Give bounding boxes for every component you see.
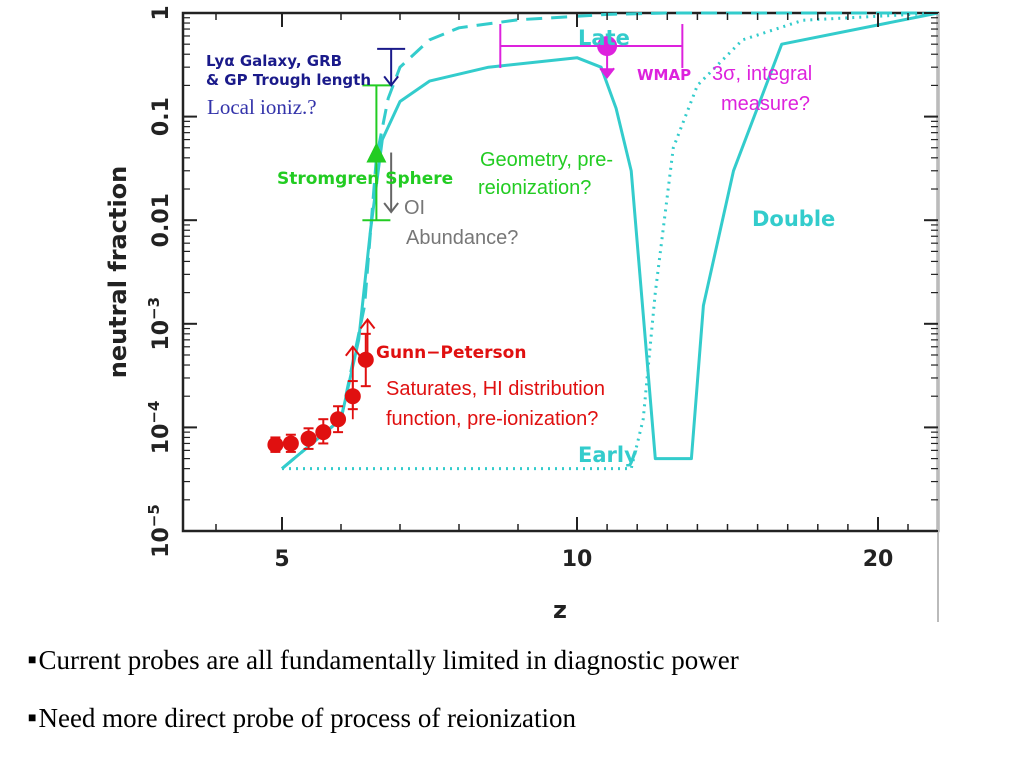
y-tick-label: 10−4 [145, 401, 174, 455]
note-geometry-line1: Geometry, pre- [480, 149, 613, 171]
oi-limit-arrow [383, 202, 399, 214]
gp-point [300, 430, 317, 447]
y-tick-label: 0.1 [149, 97, 174, 136]
lya-limit-arrow [383, 75, 399, 88]
note-local-ioniz: Local ioniz.? [207, 95, 317, 119]
wmap-point [597, 36, 618, 57]
series-line-late [281, 11, 938, 470]
y-tick-base: 10 [149, 424, 174, 455]
x-tick-label: 20 [863, 547, 894, 572]
probes-layer [267, 24, 684, 453]
y-tick-exponent: −3 [145, 297, 163, 320]
label-lya-line1: Lyα Galaxy, GRB [206, 52, 342, 70]
label-gunn-peterson: Gunn−Peterson [376, 343, 526, 363]
bullet-text: Need more direct probe of process of rei… [38, 703, 577, 733]
gp-point [282, 435, 299, 452]
bullet-item: ■Need more direct probe of process of re… [28, 698, 1018, 756]
note-sigma-line1: 3σ, integral [712, 63, 812, 85]
x-tick-label: 5 [274, 547, 289, 572]
x-tick-label: 10 [562, 547, 593, 572]
y-tick-exponent: −5 [145, 504, 163, 527]
note-oi-line1: OI [404, 197, 425, 219]
gp-point [315, 424, 332, 441]
bullet-square-icon: ■ [28, 711, 37, 726]
bullet-item: ■Current probes are all fundamentally li… [28, 640, 1018, 698]
label-wmap: WMAP [637, 66, 691, 84]
curve-label-double: Double [752, 207, 835, 231]
stromgren-marker [366, 142, 387, 163]
y-tick-exponent: −4 [145, 401, 163, 424]
x-axis-title: z [553, 596, 567, 624]
bullet-square-icon: ■ [28, 653, 37, 668]
note-saturates-line2: function, pre-ionization? [386, 408, 598, 430]
wmap-limit-arrow [599, 67, 615, 79]
curve-label-early: Early [578, 443, 638, 467]
y-tick-label: 1 [149, 5, 174, 20]
series-line-double [281, 11, 939, 470]
bullet-text: Current probes are all fundamentally lim… [38, 645, 739, 675]
plot-frame [181, 11, 940, 533]
gp-limit-arrow [345, 345, 361, 357]
series-layer [281, 11, 939, 471]
bullet-list: ■Current probes are all fundamentally li… [28, 640, 1018, 756]
curve-label-late: Late [578, 26, 630, 50]
gp-point [267, 436, 284, 453]
y-axis-title: neutral fraction [104, 166, 132, 379]
label-lya-line2: & GP Trough length [206, 71, 371, 89]
gp-point [357, 351, 374, 368]
y-tick-label: 0.01 [149, 193, 174, 247]
gp-point [330, 411, 347, 428]
note-oi-line2: Abundance? [406, 227, 518, 249]
y-tick-label: 10−5 [145, 504, 174, 558]
y-tick-base: 10 [149, 527, 174, 558]
gp-limit-arrow [359, 317, 376, 330]
note-geometry-line2: reionization? [478, 177, 591, 199]
y-tick-label: 10−3 [145, 297, 174, 351]
y-tick-base: 10 [149, 320, 174, 351]
note-saturates-line1: Saturates, HI distribution [386, 378, 605, 400]
note-sigma-line2: measure? [721, 93, 810, 115]
label-stromgren: Stromgren Sphere [277, 169, 453, 189]
series-line-early [282, 11, 939, 471]
